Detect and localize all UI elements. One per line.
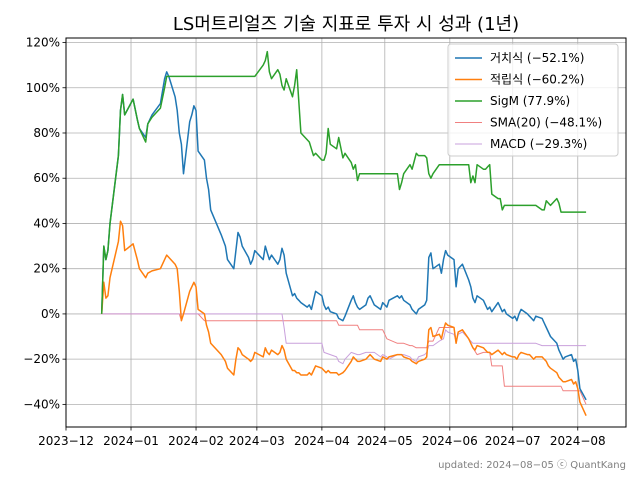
series-lines <box>100 50 587 417</box>
x-tick-label: 2024−03 <box>229 434 285 448</box>
legend-box <box>447 43 619 157</box>
plot-frame <box>65 37 627 428</box>
x-tick-label: 2023−12 <box>38 434 94 448</box>
legend-label: MACD (−29.3%) <box>490 137 587 151</box>
series-line-0 <box>100 71 587 401</box>
legend: 거치식 (−52.1%) 적립식 (−60.2%) SigM (77.9%) SMA(… <box>447 43 619 157</box>
y-tick-label: 60% <box>33 171 60 185</box>
series-line-4 <box>101 313 587 365</box>
chart-title: LS머트리얼즈 기술 지표로 투자 시 성과 (1년) <box>173 14 519 35</box>
legend-label: SMA(20) (−48.1%) <box>490 116 602 130</box>
legend-label: 적립식 (−60.2%) <box>490 73 584 87</box>
series-line-2 <box>100 50 587 314</box>
footer-credit: updated: 2024−08−05 ⓒ QuantKang <box>438 459 626 471</box>
y-tick-label: −40% <box>23 397 60 411</box>
series-line-1 <box>100 220 587 417</box>
x-tick-label: 2024−08 <box>550 434 606 448</box>
x-tick-label: 2024−05 <box>357 434 413 448</box>
x-axis: 2023−12 2024−01 2024−02 2024−03 2024−04 2024−… <box>38 427 606 448</box>
x-tick-label: 2024−07 <box>485 434 541 448</box>
y-tick-label: 100% <box>26 81 60 95</box>
y-tick-label: 0% <box>41 307 60 321</box>
y-tick-label: 80% <box>33 126 60 140</box>
y-axis: −40% −20% 0% 20% 40% 60% 80% 100% 120% <box>23 36 66 411</box>
legend-label: SigM (77.9%) <box>490 94 570 108</box>
y-tick-label: 20% <box>33 262 60 276</box>
y-tick-label: 40% <box>33 216 60 230</box>
x-tick-label: 2024−04 <box>294 434 350 448</box>
legend-label: 거치식 (−52.1%) <box>490 51 584 65</box>
y-tick-label: 120% <box>26 36 60 50</box>
x-tick-label: 2024−01 <box>103 434 159 448</box>
x-tick-label: 2024−06 <box>422 434 478 448</box>
x-tick-label: 2024−02 <box>168 434 224 448</box>
y-tick-label: −20% <box>23 352 60 366</box>
series-line-3 <box>101 313 587 405</box>
